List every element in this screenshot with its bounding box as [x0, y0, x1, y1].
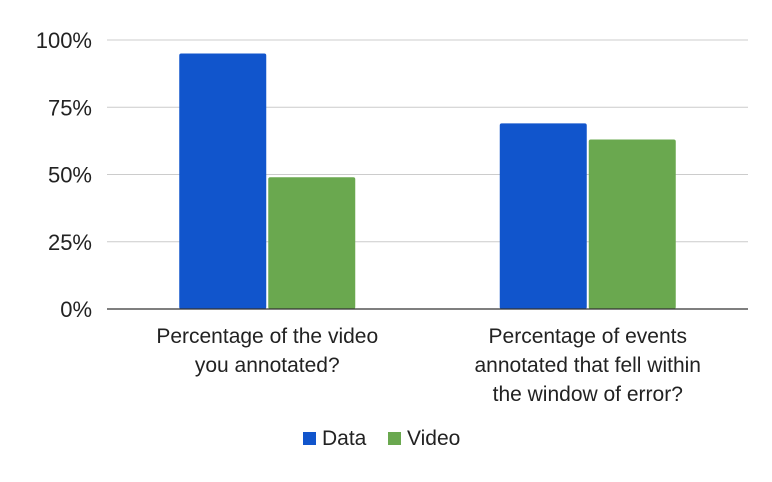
bars: [179, 53, 676, 310]
y-tick-label: 75%: [48, 95, 92, 120]
bar-data-2: [499, 123, 587, 309]
legend-label-data: Data: [322, 427, 367, 450]
x-axis-category-labels: Percentage of the video you annotated? Per…: [156, 325, 701, 406]
legend: Data Video: [303, 427, 460, 450]
legend-swatch-data: [303, 432, 316, 445]
y-tick-label: 100%: [36, 28, 92, 53]
x-category-label: Percentage of events annotated that fell …: [475, 325, 702, 406]
y-tick-label: 25%: [48, 230, 92, 255]
bar-video-2: [588, 139, 676, 309]
x-category-label: Percentage of the video you annotated?: [156, 325, 378, 377]
legend-label-video: Video: [407, 427, 460, 450]
y-tick-label: 0%: [60, 297, 92, 322]
y-axis-ticks: 0% 25% 50% 75% 100%: [36, 28, 92, 322]
legend-swatch-video: [388, 432, 401, 445]
y-tick-label: 50%: [48, 163, 92, 188]
bar-video-1: [268, 177, 356, 309]
bar-data-1: [179, 53, 267, 310]
